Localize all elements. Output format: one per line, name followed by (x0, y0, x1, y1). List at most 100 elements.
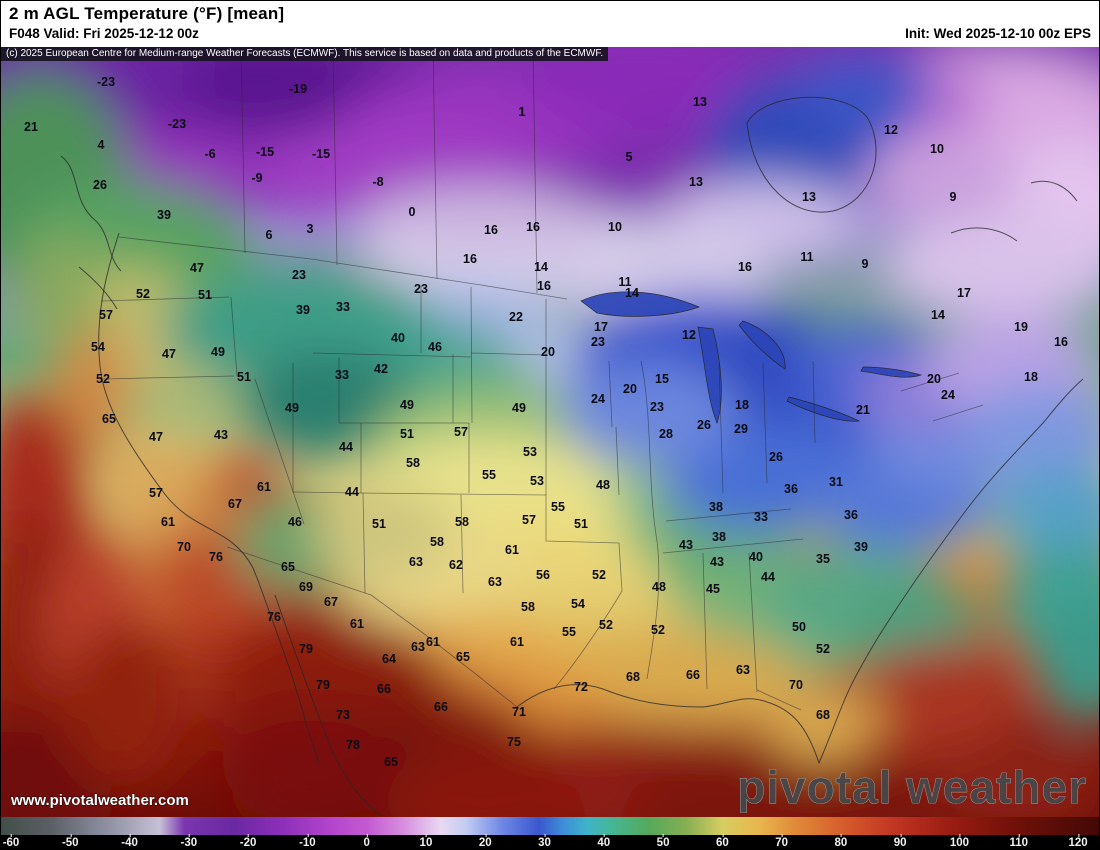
temperature-value-label: -15 (312, 147, 330, 161)
temperature-value-label: -23 (97, 75, 115, 89)
temperature-value-label: 66 (377, 682, 391, 696)
colorbar-tick-label: -60 (2, 834, 20, 849)
temperature-value-label: 21 (24, 120, 38, 134)
colorbar-tick-label: 40 (597, 834, 611, 849)
temperature-value-label: 52 (599, 618, 613, 632)
temperature-value-label: 47 (190, 261, 204, 275)
colorbar-tick-label: 30 (538, 834, 551, 849)
temperature-value-label: 70 (789, 678, 803, 692)
temperature-value-label: 73 (336, 708, 350, 722)
temperature-shading-layer (1, 47, 1099, 817)
temperature-value-label: 36 (844, 508, 858, 522)
temperature-value-label: -23 (168, 117, 186, 131)
temperature-value-label: 57 (149, 486, 163, 500)
temperature-value-label: 16 (526, 220, 540, 234)
temperature-value-label: 76 (209, 550, 223, 564)
colorbar-tick-label: 20 (478, 834, 492, 849)
temperature-value-label: 65 (102, 412, 116, 426)
colorbar-tick-label: -10 (299, 834, 316, 849)
temperature-value-label: 57 (454, 425, 468, 439)
temperature-value-label: 16 (463, 252, 477, 266)
temperature-value-label: 13 (693, 95, 707, 109)
colorbar-tick-label: -20 (239, 834, 257, 849)
temperature-value-label: -8 (372, 175, 383, 189)
temperature-value-label: 13 (689, 175, 703, 189)
temperature-value-label: 61 (505, 543, 519, 557)
temperature-value-label: 24 (941, 388, 955, 402)
temperature-value-label: 18 (1024, 370, 1038, 384)
temperature-value-label: 55 (482, 468, 496, 482)
temperature-value-label: 33 (336, 300, 350, 314)
temperature-value-label: 49 (211, 345, 225, 359)
temperature-value-label: 42 (374, 362, 388, 376)
temperature-value-label: 47 (149, 430, 163, 444)
temperature-value-label: 20 (623, 382, 637, 396)
temperature-value-label: 63 (409, 555, 423, 569)
temperature-value-label: 61 (350, 617, 364, 631)
temperature-value-label: 11 (800, 250, 813, 264)
temperature-value-label: 16 (537, 279, 551, 293)
temperature-value-label: 23 (650, 400, 664, 414)
temperature-value-label: 40 (749, 550, 763, 564)
temperature-value-label: 57 (522, 513, 536, 527)
state-borders-layer (100, 47, 984, 711)
temperature-value-label: 47 (162, 347, 176, 361)
colorbar-gradient (1, 817, 1099, 835)
temperature-value-label: 69 (299, 580, 313, 594)
temperature-value-label: 65 (456, 650, 470, 664)
temperature-value-label: 61 (510, 635, 524, 649)
temperature-value-label: 63 (736, 663, 750, 677)
temperature-value-label: 52 (651, 623, 665, 637)
temperature-value-label: 20 (927, 372, 941, 386)
temperature-value-label: 72 (574, 680, 588, 694)
temperature-value-label: 54 (91, 340, 105, 354)
colorbar-tick-label: -50 (61, 834, 79, 849)
temperature-value-label: 79 (316, 678, 330, 692)
temperature-value-label: 67 (324, 595, 338, 609)
temperature-value-label: 10 (930, 142, 944, 156)
temperature-value-label: 12 (682, 328, 696, 342)
temperature-value-label: 22 (509, 310, 523, 324)
temperature-value-label: 55 (551, 500, 565, 514)
temperature-value-label: 23 (591, 335, 605, 349)
temperature-value-label: 70 (177, 540, 191, 554)
temperature-value-label: 40 (391, 331, 405, 345)
colorbar-tick-label: 50 (656, 834, 670, 849)
temperature-value-label: 6 (266, 228, 273, 242)
temperature-value-label: 14 (931, 308, 945, 322)
temperature-value-label: 75 (507, 735, 521, 749)
temperature-value-label: 58 (455, 515, 469, 529)
temperature-value-label: 38 (709, 500, 723, 514)
temperature-value-label: 52 (592, 568, 606, 582)
temperature-value-label: 10 (608, 220, 622, 234)
temperature-value-label: 78 (346, 738, 360, 752)
model-init-label: Init: Wed 2025-12-10 00z EPS (905, 26, 1091, 41)
temperature-value-label: 49 (400, 398, 414, 412)
ecmwf-copyright-notice: (c) 2025 European Centre for Medium-rang… (1, 47, 609, 61)
temperature-value-label: 23 (414, 282, 428, 296)
temperature-value-label: 48 (596, 478, 610, 492)
temperature-value-label: 57 (99, 308, 113, 322)
temperature-value-label: 12 (884, 123, 898, 137)
temperature-value-label: 16 (738, 260, 752, 274)
temperature-value-label: 79 (299, 642, 313, 656)
temperature-value-label: 31 (829, 475, 843, 489)
temperature-value-label: 39 (854, 540, 868, 554)
colorbar-tick-label: 80 (834, 834, 848, 849)
colorbar: -60 -50 -40 -30 -20 -10 0 10 20 30 40 50 60 70 80 90 100… (1, 817, 1099, 849)
temperature-value-label: 20 (541, 345, 555, 359)
watermark-url: www.pivotalweather.com (10, 792, 189, 809)
temperature-value-label: 49 (285, 401, 299, 415)
temperature-map: (c) 2025 European Centre for Medium-rang… (1, 47, 1099, 817)
colorbar-tick-labels: -60 -50 -40 -30 -20 -10 0 10 20 30 40 50 60 70 80 90 100… (1, 834, 1099, 849)
temperature-value-label: 66 (686, 668, 700, 682)
temperature-value-label: 46 (428, 340, 442, 354)
temperature-value-label: 61 (426, 635, 440, 649)
temperature-value-label: 51 (198, 288, 212, 302)
coastline-layer (60, 96, 1084, 816)
temperature-value-label: 5 (626, 150, 633, 164)
temperature-value-label: 36 (784, 482, 798, 496)
temperature-value-label: 61 (161, 515, 175, 529)
temperature-value-label: 45 (706, 582, 720, 596)
